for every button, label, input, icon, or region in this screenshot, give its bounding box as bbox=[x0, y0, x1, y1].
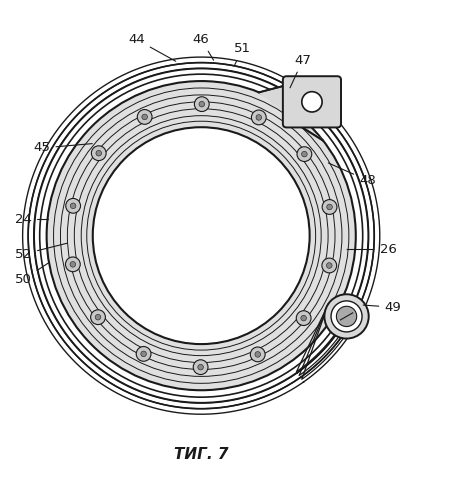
Circle shape bbox=[327, 204, 333, 210]
Circle shape bbox=[331, 301, 362, 332]
Circle shape bbox=[322, 200, 337, 215]
FancyBboxPatch shape bbox=[283, 76, 341, 127]
Circle shape bbox=[66, 199, 80, 213]
Circle shape bbox=[65, 257, 80, 272]
Circle shape bbox=[301, 315, 306, 321]
Circle shape bbox=[250, 347, 265, 362]
Text: 51: 51 bbox=[234, 42, 251, 65]
Text: 45: 45 bbox=[34, 142, 92, 155]
Text: ΤИГ. 7: ΤИГ. 7 bbox=[174, 447, 228, 463]
Circle shape bbox=[198, 364, 204, 370]
Circle shape bbox=[256, 115, 262, 120]
Text: 52: 52 bbox=[15, 243, 67, 260]
Text: 48: 48 bbox=[328, 163, 375, 187]
Circle shape bbox=[71, 203, 76, 209]
Text: 44: 44 bbox=[128, 33, 176, 61]
Text: 49: 49 bbox=[363, 301, 401, 314]
Circle shape bbox=[137, 110, 152, 124]
Circle shape bbox=[93, 127, 310, 344]
Circle shape bbox=[255, 352, 261, 357]
Circle shape bbox=[336, 306, 357, 326]
Text: 47: 47 bbox=[290, 54, 311, 88]
Text: 46: 46 bbox=[193, 33, 213, 60]
Circle shape bbox=[194, 97, 209, 112]
Text: 24: 24 bbox=[15, 213, 49, 226]
Circle shape bbox=[91, 310, 106, 324]
Circle shape bbox=[325, 294, 369, 338]
Circle shape bbox=[96, 150, 101, 156]
Circle shape bbox=[302, 151, 307, 157]
Circle shape bbox=[92, 146, 106, 161]
Circle shape bbox=[251, 110, 266, 125]
Circle shape bbox=[296, 311, 311, 325]
Circle shape bbox=[199, 101, 205, 107]
Circle shape bbox=[141, 351, 147, 357]
Circle shape bbox=[95, 314, 101, 320]
Text: 50: 50 bbox=[15, 262, 49, 286]
Circle shape bbox=[193, 360, 208, 375]
Circle shape bbox=[326, 262, 332, 268]
Circle shape bbox=[322, 258, 337, 273]
Polygon shape bbox=[259, 84, 323, 141]
Circle shape bbox=[142, 114, 148, 120]
Circle shape bbox=[297, 147, 312, 162]
Circle shape bbox=[47, 81, 356, 390]
Circle shape bbox=[70, 261, 76, 267]
Circle shape bbox=[302, 92, 322, 112]
Circle shape bbox=[136, 346, 151, 361]
Text: 26: 26 bbox=[347, 243, 396, 256]
